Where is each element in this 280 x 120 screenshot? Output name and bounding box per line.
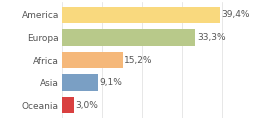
Bar [62,97,74,113]
Text: 39,4%: 39,4% [221,10,250,19]
Bar [62,74,98,91]
Text: 9,1%: 9,1% [100,78,123,87]
Text: 3,0%: 3,0% [75,101,98,110]
Bar [62,52,123,68]
Bar [62,29,195,46]
Text: 33,3%: 33,3% [197,33,226,42]
Bar [62,7,220,23]
Text: 15,2%: 15,2% [124,55,153,65]
